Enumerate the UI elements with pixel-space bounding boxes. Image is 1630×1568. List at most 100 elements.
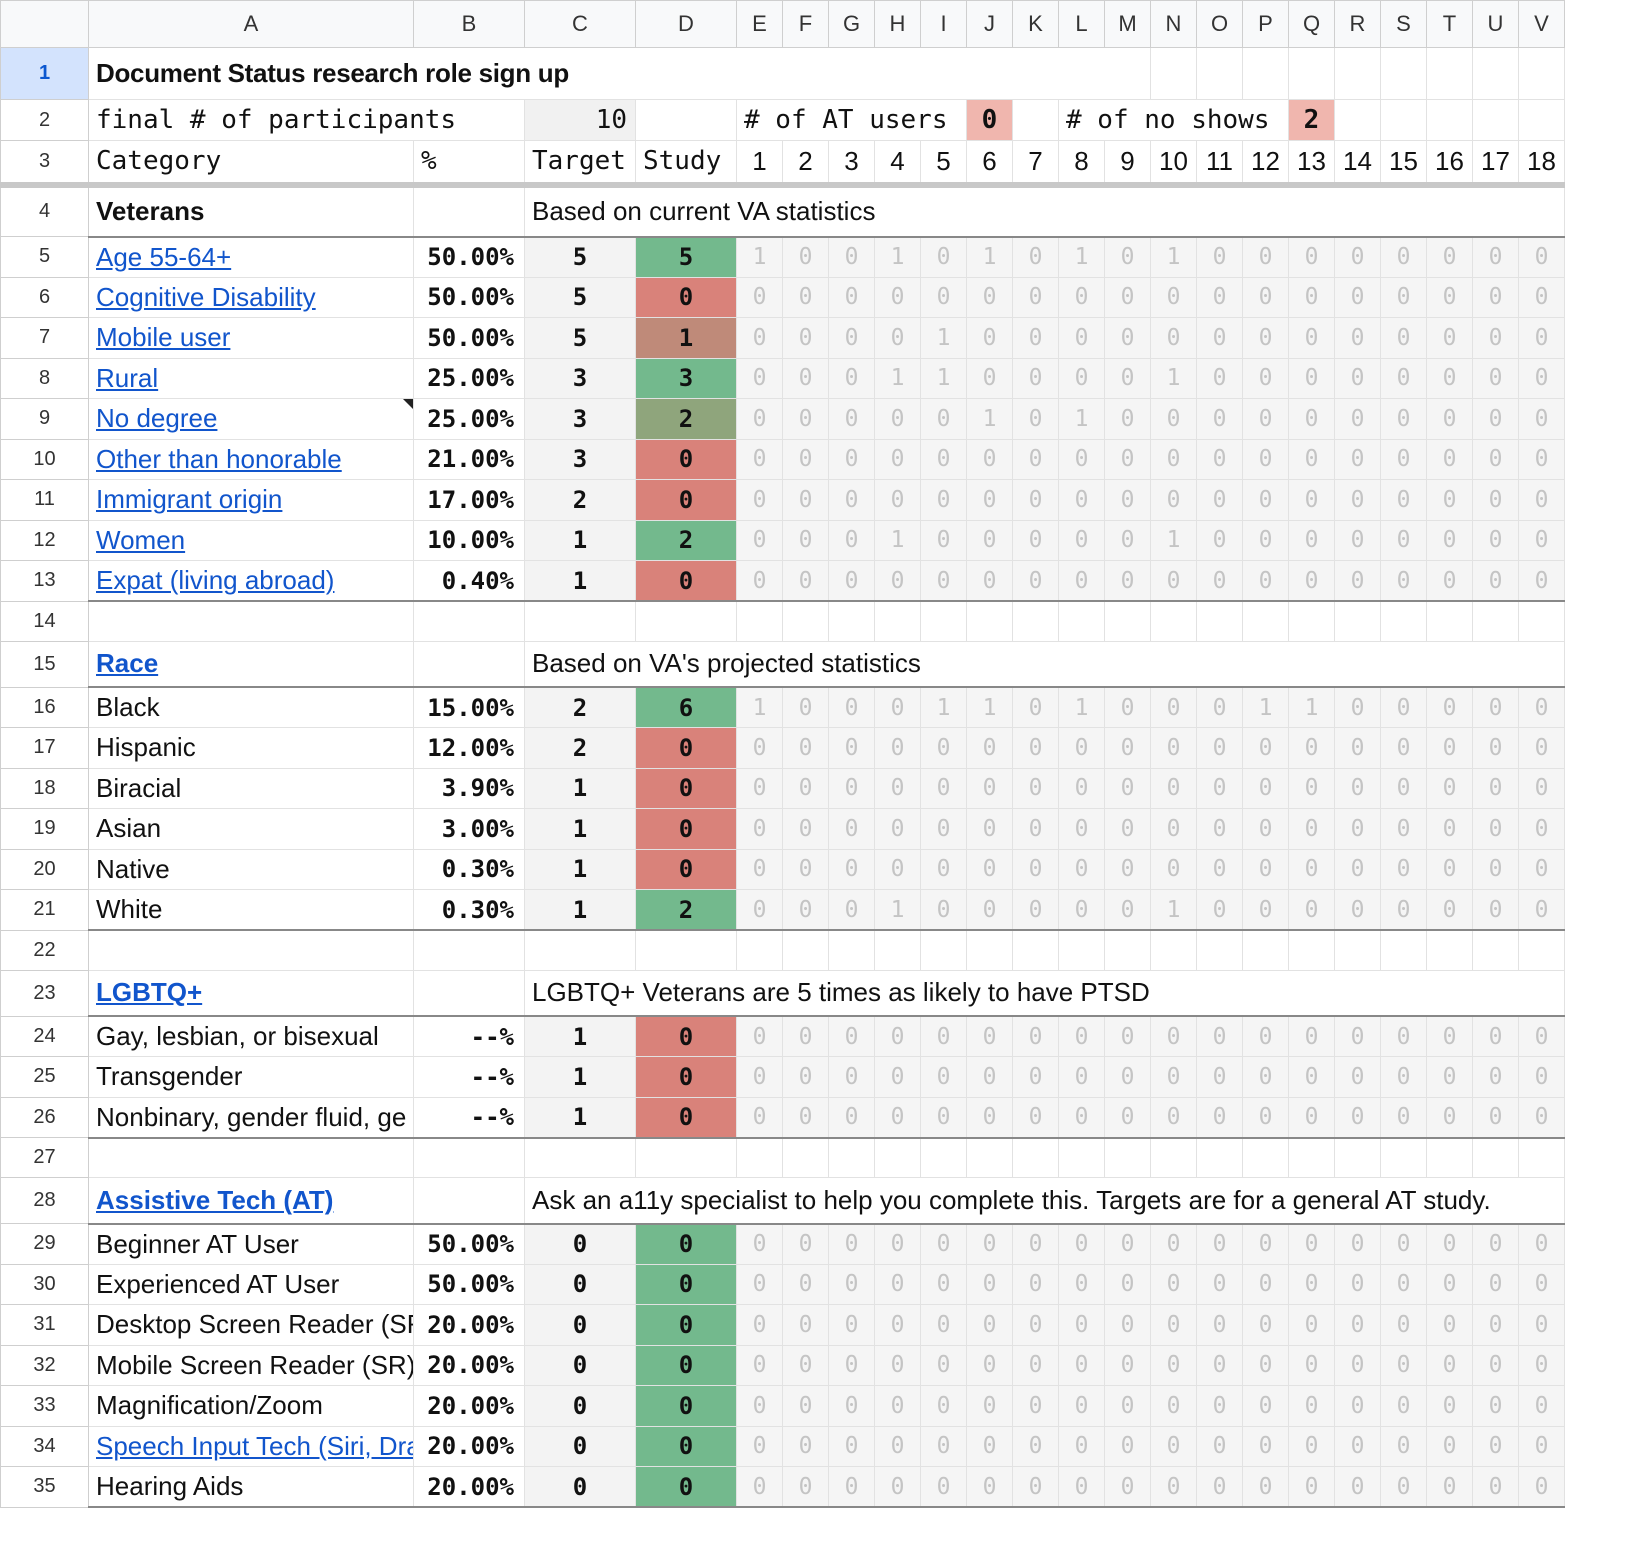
session-cell[interactable]: 0: [920, 767, 967, 809]
column-header-m[interactable]: M: [1104, 0, 1151, 48]
session-cell[interactable]: 0: [874, 1466, 921, 1508]
column-header-q[interactable]: Q: [1288, 0, 1335, 48]
study-count-cell[interactable]: 0: [635, 767, 737, 809]
cell[interactable]: [920, 1137, 967, 1178]
percent-cell[interactable]: 50.00%: [413, 1263, 525, 1305]
cell[interactable]: [1518, 600, 1565, 642]
session-cell[interactable]: 0: [828, 276, 875, 318]
session-cell[interactable]: 0: [1058, 767, 1105, 809]
session-cell[interactable]: 0: [920, 1263, 967, 1305]
session-cell[interactable]: 0: [1334, 479, 1381, 521]
row-header[interactable]: 3: [0, 140, 89, 188]
session-cell[interactable]: 0: [1380, 560, 1427, 602]
cell[interactable]: [88, 929, 414, 971]
session-cell[interactable]: 0: [1334, 1056, 1381, 1098]
session-cell[interactable]: 0: [1196, 686, 1243, 728]
select-all-corner[interactable]: [0, 0, 89, 48]
percent-header[interactable]: %: [413, 140, 525, 188]
cell[interactable]: [782, 929, 829, 971]
cell[interactable]: [524, 929, 636, 971]
category-link[interactable]: Age 55-64+: [88, 236, 414, 278]
cell[interactable]: [1472, 99, 1519, 141]
cell[interactable]: [88, 600, 414, 642]
session-cell[interactable]: 0: [874, 1056, 921, 1098]
session-cell[interactable]: 0: [1426, 1015, 1473, 1057]
session-cell[interactable]: 0: [874, 276, 921, 318]
session-cell[interactable]: 0: [1196, 1263, 1243, 1305]
session-cell[interactable]: 0: [1288, 848, 1335, 890]
cell[interactable]: [413, 929, 525, 971]
category-label[interactable]: Native: [88, 848, 414, 890]
session-number-header[interactable]: 14: [1334, 140, 1381, 188]
session-cell[interactable]: 0: [966, 519, 1013, 561]
session-cell[interactable]: 0: [1058, 276, 1105, 318]
column-header-f[interactable]: F: [782, 0, 829, 48]
session-cell[interactable]: 0: [828, 236, 875, 278]
percent-cell[interactable]: 0.30%: [413, 889, 525, 931]
session-cell[interactable]: 0: [1058, 438, 1105, 480]
session-cell[interactable]: 0: [1380, 1015, 1427, 1057]
session-cell[interactable]: 0: [1426, 686, 1473, 728]
session-cell[interactable]: 0: [1334, 1304, 1381, 1346]
session-cell[interactable]: 0: [1012, 1056, 1059, 1098]
session-cell[interactable]: 0: [1426, 276, 1473, 318]
session-cell[interactable]: 0: [1196, 1223, 1243, 1265]
session-cell[interactable]: 0: [1196, 1344, 1243, 1386]
session-cell[interactable]: 0: [1196, 727, 1243, 769]
row-header[interactable]: 6: [0, 276, 89, 318]
session-cell[interactable]: 0: [1058, 560, 1105, 602]
session-cell[interactable]: 0: [1104, 479, 1151, 521]
category-label[interactable]: Black: [88, 686, 414, 728]
percent-cell[interactable]: 3.90%: [413, 767, 525, 809]
session-cell[interactable]: 0: [1150, 1223, 1197, 1265]
session-cell[interactable]: 0: [1334, 236, 1381, 278]
target-cell[interactable]: 0: [524, 1304, 636, 1346]
session-cell[interactable]: 0: [782, 767, 829, 809]
cell[interactable]: [413, 1137, 525, 1178]
session-cell[interactable]: 0: [1104, 727, 1151, 769]
cell[interactable]: [1242, 600, 1289, 642]
session-cell[interactable]: 0: [1518, 767, 1565, 809]
session-cell[interactable]: 0: [736, 1304, 783, 1346]
session-cell[interactable]: 0: [966, 808, 1013, 850]
study-count-cell[interactable]: 0: [635, 479, 737, 521]
session-cell[interactable]: 0: [920, 1056, 967, 1098]
session-cell[interactable]: 0: [1288, 1263, 1335, 1305]
row-header[interactable]: 22: [0, 929, 89, 971]
column-header-k[interactable]: K: [1012, 0, 1059, 48]
session-cell[interactable]: 0: [1518, 398, 1565, 440]
session-cell[interactable]: 0: [1288, 1466, 1335, 1508]
session-cell[interactable]: 0: [966, 1425, 1013, 1467]
session-cell[interactable]: 0: [782, 519, 829, 561]
cell[interactable]: [920, 929, 967, 971]
session-cell[interactable]: 0: [1012, 317, 1059, 359]
cell[interactable]: [1518, 99, 1565, 141]
session-cell[interactable]: 0: [1196, 236, 1243, 278]
session-cell[interactable]: 0: [1518, 236, 1565, 278]
session-cell[interactable]: 0: [1288, 560, 1335, 602]
session-cell[interactable]: 0: [1012, 686, 1059, 728]
row-header[interactable]: 16: [0, 686, 89, 728]
row-header[interactable]: 29: [0, 1223, 89, 1265]
session-cell[interactable]: 0: [1518, 519, 1565, 561]
session-cell[interactable]: 0: [1150, 1466, 1197, 1508]
cell[interactable]: [1196, 600, 1243, 642]
session-number-header[interactable]: 11: [1196, 140, 1243, 188]
session-cell[interactable]: 0: [828, 1056, 875, 1098]
session-cell[interactable]: 0: [828, 848, 875, 890]
cell[interactable]: [966, 929, 1013, 971]
session-cell[interactable]: 0: [1012, 1015, 1059, 1057]
category-link[interactable]: Rural: [88, 357, 414, 399]
row-header[interactable]: 33: [0, 1385, 89, 1427]
session-cell[interactable]: 0: [1242, 1425, 1289, 1467]
session-cell[interactable]: 0: [1150, 1015, 1197, 1057]
session-cell[interactable]: 0: [1380, 1223, 1427, 1265]
percent-cell[interactable]: 20.00%: [413, 1425, 525, 1467]
cell[interactable]: [1150, 47, 1197, 100]
session-cell[interactable]: 0: [874, 1344, 921, 1386]
session-cell[interactable]: 0: [874, 1263, 921, 1305]
cell[interactable]: [828, 929, 875, 971]
cell[interactable]: [1288, 929, 1335, 971]
session-cell[interactable]: 0: [1334, 1096, 1381, 1139]
session-number-header[interactable]: 4: [874, 140, 921, 188]
